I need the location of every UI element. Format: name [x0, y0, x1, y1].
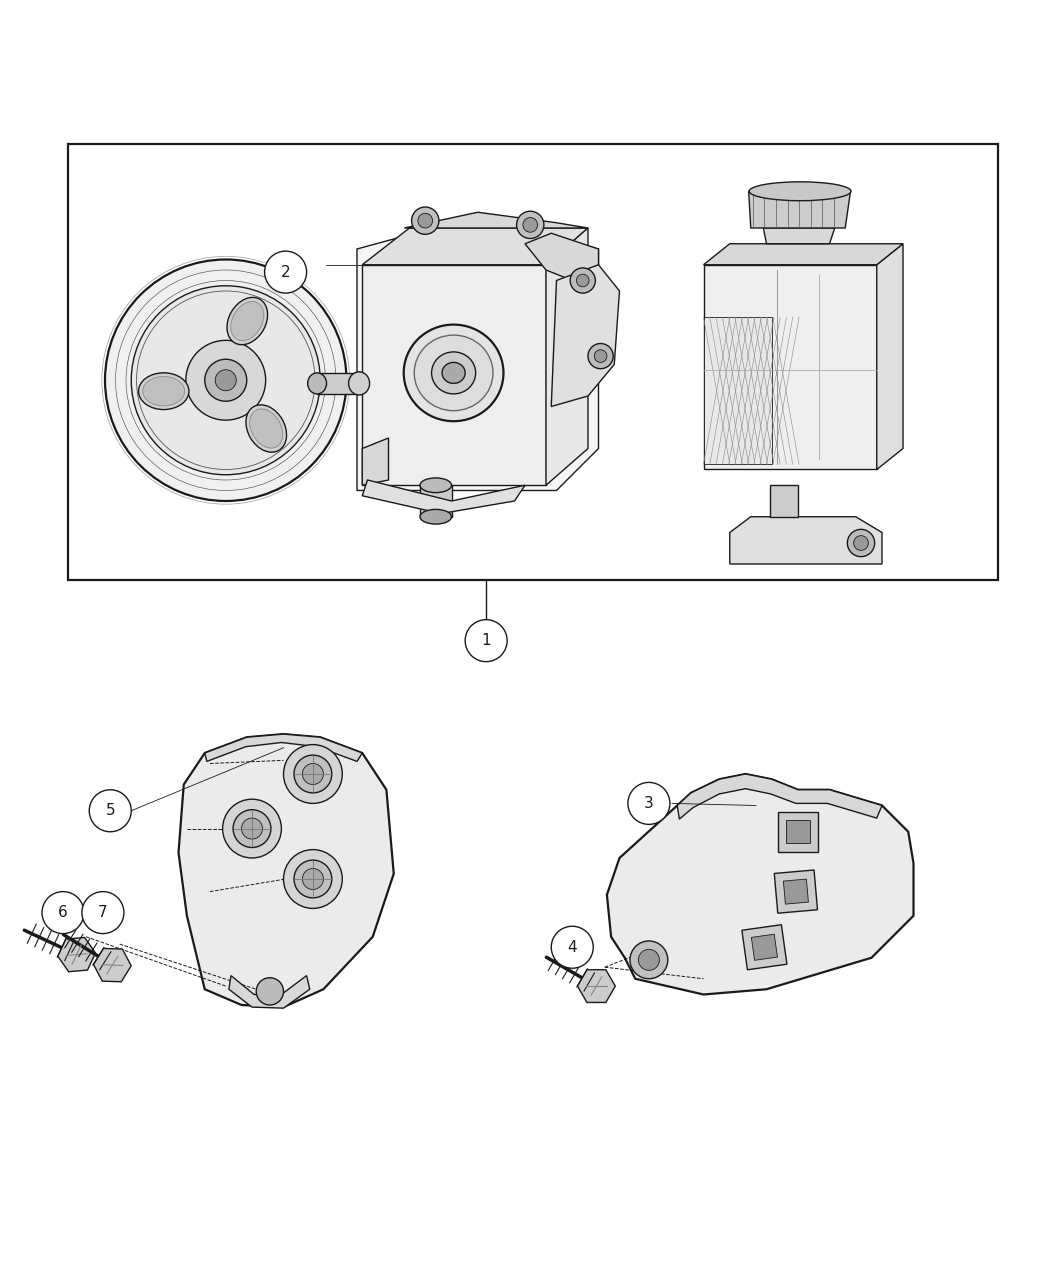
Ellipse shape — [750, 182, 850, 200]
Circle shape — [105, 260, 346, 501]
Polygon shape — [205, 734, 362, 761]
Circle shape — [418, 213, 433, 228]
Ellipse shape — [414, 335, 494, 411]
Ellipse shape — [250, 409, 282, 448]
Circle shape — [131, 286, 320, 474]
Circle shape — [302, 764, 323, 784]
Circle shape — [284, 849, 342, 908]
Polygon shape — [763, 228, 835, 244]
Circle shape — [82, 891, 124, 933]
Polygon shape — [362, 479, 525, 514]
Ellipse shape — [349, 372, 370, 395]
Circle shape — [517, 212, 544, 238]
Polygon shape — [774, 870, 818, 913]
Circle shape — [223, 799, 281, 858]
Ellipse shape — [442, 362, 465, 384]
Circle shape — [242, 819, 262, 839]
Polygon shape — [58, 937, 96, 972]
Polygon shape — [677, 774, 882, 819]
Ellipse shape — [420, 510, 451, 524]
Text: 3: 3 — [644, 796, 654, 811]
Polygon shape — [525, 233, 598, 280]
Circle shape — [215, 370, 236, 390]
Circle shape — [412, 207, 439, 235]
Circle shape — [42, 891, 84, 933]
Circle shape — [570, 268, 595, 293]
Text: 5: 5 — [105, 803, 116, 819]
Polygon shape — [317, 372, 359, 394]
Circle shape — [284, 745, 342, 803]
Polygon shape — [704, 244, 903, 265]
Circle shape — [233, 810, 271, 848]
Circle shape — [588, 343, 613, 368]
Circle shape — [628, 783, 670, 825]
Polygon shape — [770, 486, 798, 516]
Polygon shape — [704, 265, 877, 469]
Circle shape — [205, 360, 247, 402]
Circle shape — [265, 251, 307, 293]
Polygon shape — [420, 486, 451, 516]
Polygon shape — [229, 975, 310, 1009]
Text: 7: 7 — [98, 905, 108, 921]
Circle shape — [294, 861, 332, 898]
Circle shape — [638, 950, 659, 970]
Text: 1: 1 — [481, 634, 491, 648]
Circle shape — [186, 340, 266, 421]
Ellipse shape — [420, 478, 451, 492]
Polygon shape — [704, 317, 772, 464]
Polygon shape — [578, 970, 615, 1002]
Circle shape — [89, 789, 131, 831]
Circle shape — [465, 620, 507, 662]
Circle shape — [256, 978, 284, 1005]
Circle shape — [302, 868, 323, 890]
Polygon shape — [362, 228, 588, 265]
Ellipse shape — [432, 352, 476, 394]
Polygon shape — [783, 878, 808, 904]
Circle shape — [294, 755, 332, 793]
Ellipse shape — [246, 405, 287, 453]
Ellipse shape — [139, 372, 189, 409]
Circle shape — [630, 941, 668, 979]
Polygon shape — [357, 218, 598, 491]
Polygon shape — [749, 191, 851, 228]
Circle shape — [551, 926, 593, 968]
Polygon shape — [546, 228, 588, 486]
Polygon shape — [778, 812, 818, 852]
Polygon shape — [362, 439, 388, 486]
Bar — [68, 144, 998, 580]
Circle shape — [576, 274, 589, 287]
Polygon shape — [404, 212, 588, 228]
Text: 6: 6 — [58, 905, 68, 921]
Polygon shape — [752, 935, 777, 960]
Polygon shape — [362, 265, 546, 486]
Ellipse shape — [403, 325, 504, 421]
Text: 4: 4 — [567, 940, 578, 955]
Ellipse shape — [227, 297, 268, 344]
Ellipse shape — [143, 376, 185, 405]
Ellipse shape — [231, 301, 264, 340]
Polygon shape — [877, 244, 903, 469]
Polygon shape — [730, 516, 882, 564]
Circle shape — [847, 529, 875, 557]
Polygon shape — [178, 734, 394, 1007]
Ellipse shape — [308, 372, 327, 394]
Polygon shape — [786, 820, 810, 843]
Text: 2: 2 — [280, 265, 291, 279]
Polygon shape — [607, 774, 914, 994]
Polygon shape — [551, 265, 620, 407]
Circle shape — [523, 218, 538, 232]
Polygon shape — [93, 949, 131, 982]
Circle shape — [594, 349, 607, 362]
Circle shape — [854, 536, 868, 551]
Polygon shape — [742, 924, 786, 970]
